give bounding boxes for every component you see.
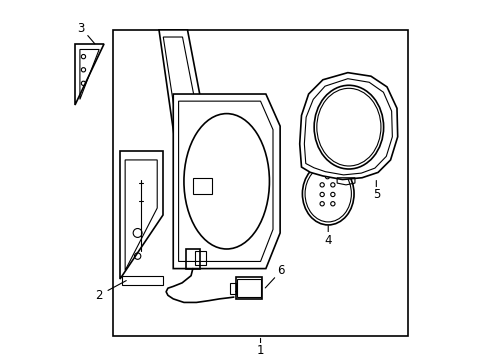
Bar xyxy=(122,276,162,285)
Bar xyxy=(235,278,262,299)
Text: 6: 6 xyxy=(277,264,284,277)
Ellipse shape xyxy=(313,85,383,169)
Polygon shape xyxy=(75,44,103,105)
Polygon shape xyxy=(299,73,397,180)
Bar xyxy=(195,251,205,265)
Polygon shape xyxy=(120,151,162,279)
Text: 4: 4 xyxy=(324,234,331,247)
Polygon shape xyxy=(173,94,280,269)
Ellipse shape xyxy=(302,163,353,225)
Text: 3: 3 xyxy=(77,22,84,35)
Bar xyxy=(229,283,236,293)
Polygon shape xyxy=(159,30,216,180)
Bar xyxy=(112,30,407,336)
Bar xyxy=(185,249,200,269)
Bar xyxy=(237,279,260,297)
Bar xyxy=(192,178,212,194)
Text: 2: 2 xyxy=(95,289,102,302)
Text: 1: 1 xyxy=(256,344,264,357)
Ellipse shape xyxy=(183,114,269,249)
Text: 5: 5 xyxy=(372,188,379,201)
